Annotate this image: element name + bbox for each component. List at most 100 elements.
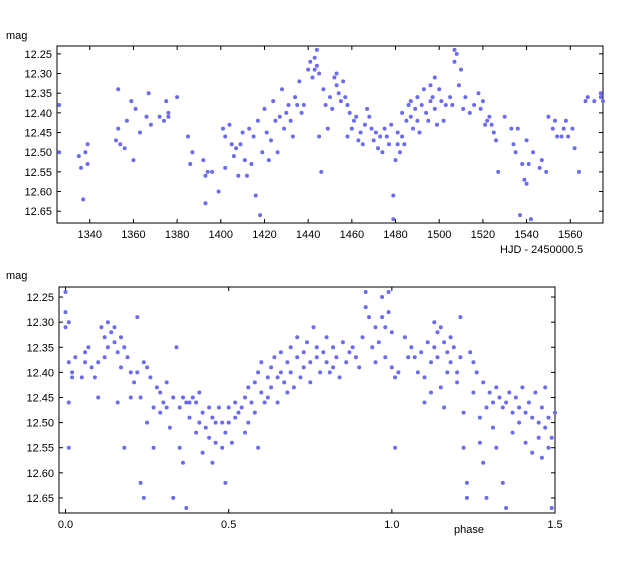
data-point <box>70 375 75 380</box>
data-point <box>373 130 378 135</box>
data-point <box>233 400 238 405</box>
data-point <box>559 134 564 139</box>
data-point <box>543 425 548 430</box>
data-point <box>386 310 391 315</box>
data-point <box>536 420 541 425</box>
data-point <box>523 410 528 415</box>
data-point <box>210 169 215 174</box>
data-point <box>491 130 496 135</box>
data-point <box>216 189 221 194</box>
x-tick-label: 1500 <box>427 229 451 241</box>
data-point <box>306 67 311 72</box>
data-point <box>245 173 249 178</box>
data-point <box>421 87 426 92</box>
y-tick-label: 12.55 <box>26 443 54 455</box>
data-point <box>278 350 283 355</box>
data-point <box>373 360 378 365</box>
data-point <box>200 410 205 415</box>
data-point <box>601 99 605 104</box>
y-tick-label: 12.25 <box>24 49 52 61</box>
data-point <box>497 395 502 400</box>
data-point <box>293 95 298 100</box>
data-point <box>438 325 443 330</box>
data-points <box>57 47 605 222</box>
data-point <box>129 99 134 104</box>
y-tick-label: 12.25 <box>26 292 54 304</box>
data-point <box>429 390 433 395</box>
data-point <box>456 83 461 88</box>
data-point <box>344 360 349 365</box>
data-point <box>347 350 352 355</box>
data-point <box>301 103 306 107</box>
data-point <box>210 460 215 465</box>
data-point <box>402 142 407 147</box>
data-point <box>380 150 385 155</box>
y-tick-label: 12.30 <box>26 317 54 329</box>
data-point <box>186 134 190 139</box>
data-point <box>295 103 300 107</box>
data-point <box>481 460 486 465</box>
data-point <box>585 95 590 100</box>
data-point <box>138 395 143 400</box>
data-point <box>347 110 352 115</box>
data-point <box>572 146 577 151</box>
data-point <box>341 79 346 84</box>
data-point <box>461 106 466 111</box>
data-point <box>158 390 163 395</box>
data-point <box>132 380 137 385</box>
data-point <box>411 126 415 131</box>
data-point <box>439 99 444 104</box>
x-tick-label: 1340 <box>78 229 102 241</box>
data-point <box>240 130 245 135</box>
data-point <box>114 138 118 143</box>
data-point <box>175 95 180 100</box>
data-point <box>112 340 117 345</box>
data-point <box>445 370 450 375</box>
data-point <box>277 114 282 119</box>
data-point <box>389 365 394 370</box>
data-point <box>352 118 356 123</box>
data-point <box>459 67 463 72</box>
data-point <box>570 126 575 131</box>
data-point <box>161 400 166 405</box>
data-point <box>57 103 62 107</box>
data-point <box>561 126 566 131</box>
data-point <box>174 345 179 350</box>
data-point <box>213 440 218 445</box>
data-point <box>391 217 396 222</box>
data-point <box>343 95 348 100</box>
x-tick-label: 1420 <box>252 229 276 241</box>
data-point <box>297 79 302 84</box>
data-point <box>384 134 389 139</box>
data-point <box>177 445 182 450</box>
x-tick-label: 1400 <box>209 229 233 241</box>
data-point <box>119 335 123 340</box>
data-point <box>109 330 114 335</box>
data-point <box>337 375 342 380</box>
data-point <box>201 158 206 163</box>
data-point <box>404 118 409 123</box>
data-point <box>369 126 374 131</box>
y-axis-label: mag <box>6 30 27 42</box>
x-tick-label: 1.0 <box>384 519 399 531</box>
data-point <box>393 158 398 163</box>
data-point <box>275 150 280 155</box>
data-point <box>393 375 398 380</box>
data-point <box>223 165 228 170</box>
data-point <box>549 506 554 510</box>
data-point <box>371 138 376 143</box>
data-point <box>105 345 110 350</box>
data-point <box>278 370 283 375</box>
data-point <box>312 55 317 60</box>
data-point <box>537 165 542 170</box>
data-point <box>464 495 469 500</box>
data-point <box>549 435 554 440</box>
light-curve-hjd-plot: 12.25 12.30 12.35 12.40 12.45 12.50 12.55 12.60… <box>6 30 605 256</box>
data-point <box>363 305 368 310</box>
data-point <box>271 99 276 104</box>
data-point <box>311 325 316 330</box>
data-point <box>260 150 265 155</box>
data-point <box>489 122 494 127</box>
x-tick-label: 1360 <box>121 229 145 241</box>
